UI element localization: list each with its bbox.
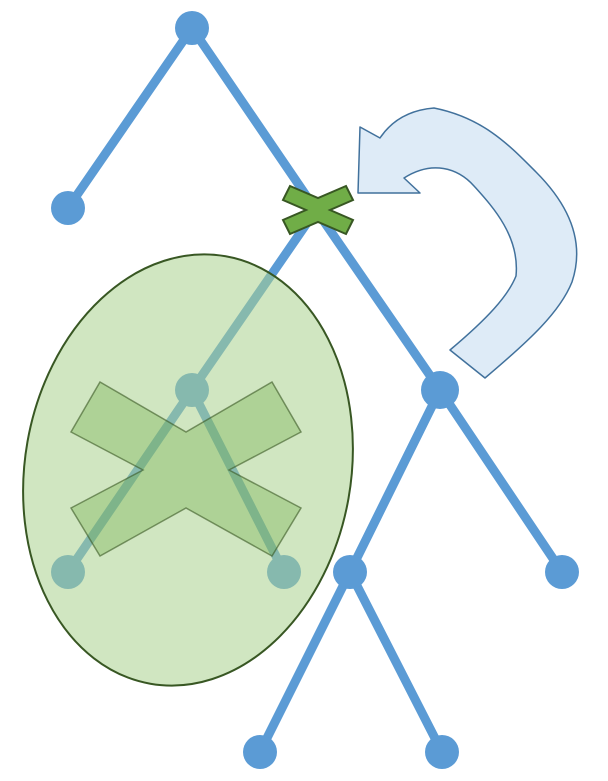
cross-icon [281, 184, 355, 236]
large-cross-icon [69, 380, 303, 558]
node-right [421, 371, 459, 409]
tree-edges [63, 23, 567, 757]
node-root [175, 11, 209, 45]
edge-cut-right [311, 205, 445, 395]
pruned-region-ellipse [22, 253, 354, 687]
edge-right-leaf [435, 385, 567, 577]
node-mid-right-leaf [425, 735, 459, 769]
edge-mid-leftleaf [255, 567, 355, 757]
node-mid [333, 555, 367, 589]
edge-root-cut [187, 23, 321, 215]
node-left [51, 191, 85, 225]
node-mid-left-leaf [243, 735, 277, 769]
edge-mid-rightleaf [345, 567, 447, 757]
curved-arrow-icon [357, 107, 578, 379]
edge-root-left [63, 23, 197, 213]
edge-right-mid [345, 385, 445, 577]
node-right-leaf [545, 555, 579, 589]
